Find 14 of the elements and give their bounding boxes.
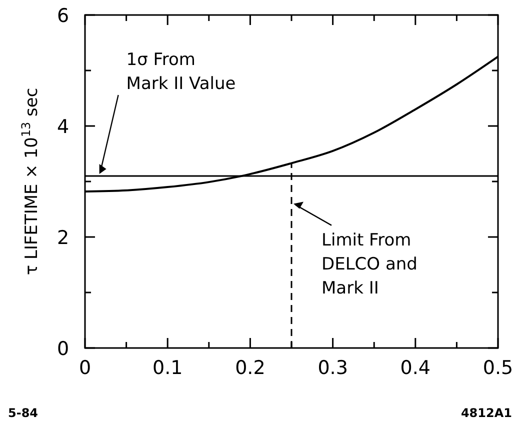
x-tick-label: 0.3: [318, 357, 348, 379]
x-tick-label: 0.1: [152, 357, 183, 379]
text: 5-84: [8, 406, 38, 420]
x-tick-label: 0.5: [482, 357, 514, 379]
y-tick-label: 2: [56, 227, 70, 249]
y-tick-label: 0: [56, 338, 70, 360]
x-tick-label: 0.4: [400, 357, 431, 379]
x-tick-label: 0: [78, 357, 92, 379]
ref-line-label: Limit From DELCO and Mark II: [322, 230, 418, 298]
y-tick-label: 4: [56, 116, 70, 138]
x-tick-label: 0.2: [235, 357, 266, 379]
y-tick-label: 6: [56, 5, 70, 27]
text: 4812A1: [460, 406, 512, 420]
ref-line-label: 1σ From Mark II Value: [126, 50, 236, 94]
